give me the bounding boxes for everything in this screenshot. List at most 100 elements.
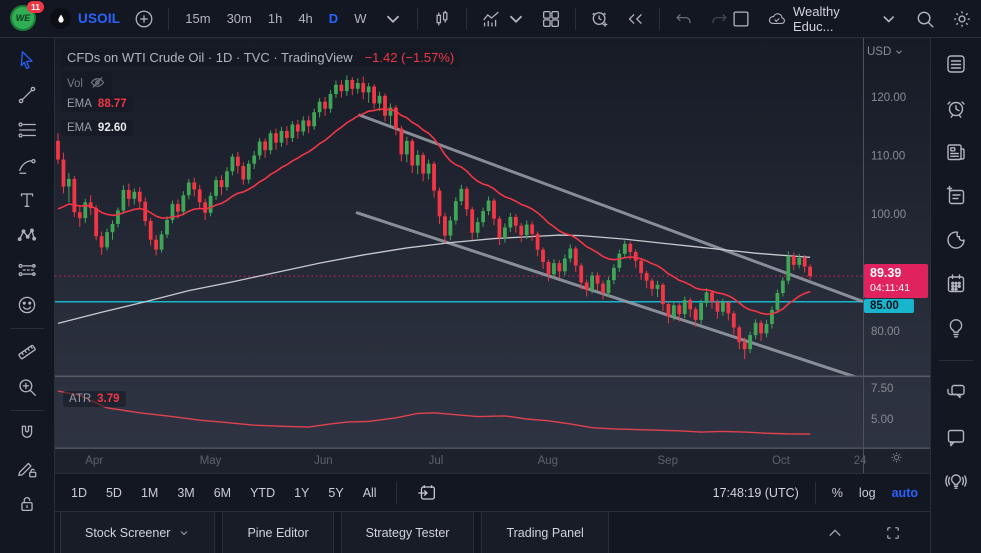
auto-scale-toggle[interactable]: auto [891, 485, 918, 500]
atr-tick: 7.50 [871, 383, 893, 395]
ideas-panel[interactable] [939, 316, 973, 340]
settings-button[interactable] [951, 8, 973, 30]
ema-slow-legend[interactable]: EMA 92.60 [61, 120, 133, 136]
zoom-in-tool[interactable] [10, 375, 44, 399]
maximize-panel-button[interactable] [876, 521, 910, 545]
create-alert-button[interactable] [589, 8, 611, 30]
tab-label: Strategy Tester [365, 525, 450, 540]
cursor-tool[interactable] [10, 48, 44, 72]
range-6m[interactable]: 6M [213, 485, 232, 500]
streams-panel[interactable] [939, 469, 973, 493]
lock-icon [21, 497, 33, 512]
panels-toolbar [930, 38, 981, 553]
watchlist-panel[interactable] [939, 52, 973, 76]
price-change: −1.42 (−1.57%) [364, 50, 455, 65]
trend-channel-line-1[interactable] [358, 113, 863, 303]
range-1d[interactable]: 1D [71, 485, 87, 500]
ema-fast-line[interactable] [57, 108, 811, 316]
measure-tool[interactable] [10, 340, 44, 364]
timeframe-4h[interactable]: 4h [298, 11, 313, 26]
lock-drawings-tool[interactable] [10, 492, 44, 516]
indicators-button[interactable] [480, 8, 527, 30]
panel-collapse-button[interactable] [818, 521, 852, 545]
calendar-panel[interactable] [939, 272, 973, 296]
chart-canvas[interactable]: 120.00 110.00 100.00 80.00 7.50 5.00 Apr May Jun… [55, 38, 930, 473]
layout-grid-button[interactable] [540, 8, 562, 30]
timeframe-menu-button[interactable] [382, 8, 404, 30]
hotlists-panel[interactable] [939, 228, 973, 252]
range-5y[interactable]: 5Y [328, 485, 344, 500]
ema-slow-line[interactable] [57, 234, 811, 325]
atr-line[interactable] [57, 390, 811, 435]
range-5d[interactable]: 5D [105, 485, 122, 500]
trend-line-tool[interactable] [10, 83, 44, 107]
ema-fast-legend[interactable]: EMA 88.77 [61, 96, 133, 112]
compare-add-symbol-button[interactable] [133, 8, 155, 30]
range-all[interactable]: All [362, 485, 377, 500]
text-tool[interactable] [10, 188, 44, 212]
pattern-tool[interactable] [10, 223, 44, 247]
chart-legend-title[interactable]: CFDs on WTI Crude Oil · 1D · TVC · Tradi… [61, 48, 461, 67]
drawing-mode-tool[interactable] [10, 457, 44, 481]
timeframe-30m[interactable]: 30m [226, 11, 252, 26]
trend-icon [18, 86, 36, 104]
atr-legend[interactable]: ATR 3.79 [63, 391, 126, 407]
public-chats-panel[interactable] [939, 381, 973, 405]
redo-button[interactable] [708, 8, 730, 30]
private-chat-panel[interactable] [939, 425, 973, 449]
forecast-tool[interactable] [10, 258, 44, 282]
range-list: 1D 5D 1M 3M 6M YTD 1Y 5Y All [71, 486, 377, 500]
main-pane[interactable] [55, 75, 863, 377]
time-label-Oct: Oct [772, 455, 791, 467]
eye-off-icon[interactable] [89, 74, 106, 94]
timeframe-D[interactable]: D [328, 11, 339, 26]
range-1m[interactable]: 1M [140, 485, 159, 500]
session-clock[interactable]: 17:48:19 (UTC) [712, 485, 799, 500]
cloud-save-menu[interactable]: Wealthy Educ... [767, 4, 899, 34]
atr-pane[interactable] [57, 390, 811, 435]
volume-legend[interactable]: Vol [61, 72, 112, 96]
symbol-name: USOIL [78, 11, 121, 26]
chart-area[interactable]: 120.00 110.00 100.00 80.00 7.50 5.00 Apr May Jun… [55, 38, 930, 473]
tab-strategy-tester[interactable]: Strategy Tester [340, 512, 475, 553]
news-icon [947, 144, 965, 161]
tab-trading-panel[interactable]: Trading Panel [481, 512, 609, 553]
log-scale-toggle[interactable]: log [858, 485, 876, 500]
fib-tool[interactable] [10, 118, 44, 142]
time-label-Apr: Apr [85, 455, 103, 467]
range-1y[interactable]: 1Y [294, 485, 310, 500]
quick-search-button[interactable] [914, 8, 936, 30]
tab-label: Trading Panel [506, 525, 584, 540]
range-ytd[interactable]: YTD [250, 485, 276, 500]
oil-droplet-icon [50, 8, 71, 29]
tab-pine-editor[interactable]: Pine Editor [222, 512, 334, 553]
tab-stock-screener[interactable]: Stock Screener [60, 512, 216, 553]
price-scale-currency-menu[interactable]: USD [867, 46, 904, 58]
data-window-panel[interactable] [939, 184, 973, 208]
time-label-Jun: Jun [314, 455, 333, 467]
alerts-panel[interactable] [939, 96, 973, 120]
range-3m[interactable]: 3M [177, 485, 195, 500]
time-axis-settings[interactable] [889, 450, 904, 470]
timeframe-1h[interactable]: 1h [267, 11, 283, 26]
symbol-search-button[interactable]: USOIL [50, 8, 120, 29]
brush-tool[interactable] [10, 153, 44, 177]
broker-logo[interactable]: WE 11 [10, 1, 44, 32]
bulb-icon [949, 319, 963, 338]
atr-value: 3.79 [97, 393, 120, 405]
emoji-tool[interactable] [10, 293, 44, 317]
news-panel[interactable] [939, 140, 973, 164]
bar-replay-button[interactable] [624, 8, 646, 30]
pane-separator[interactable] [55, 375, 930, 378]
percent-scale-toggle[interactable]: % [831, 485, 843, 500]
timeframe-15m[interactable]: 15m [185, 11, 211, 26]
go-to-date-button[interactable] [416, 482, 438, 504]
ema-slow-value: 92.60 [97, 122, 127, 134]
select-layout-button[interactable] [730, 8, 752, 30]
chart-style-button[interactable] [431, 8, 453, 30]
undo-button[interactable] [673, 8, 695, 30]
trend-channel-line-2[interactable] [355, 211, 858, 378]
timeframe-list: 15m 30m 1h 4h D W [182, 9, 369, 28]
timeframe-W[interactable]: W [354, 11, 367, 26]
magnet-tool[interactable] [10, 422, 44, 446]
